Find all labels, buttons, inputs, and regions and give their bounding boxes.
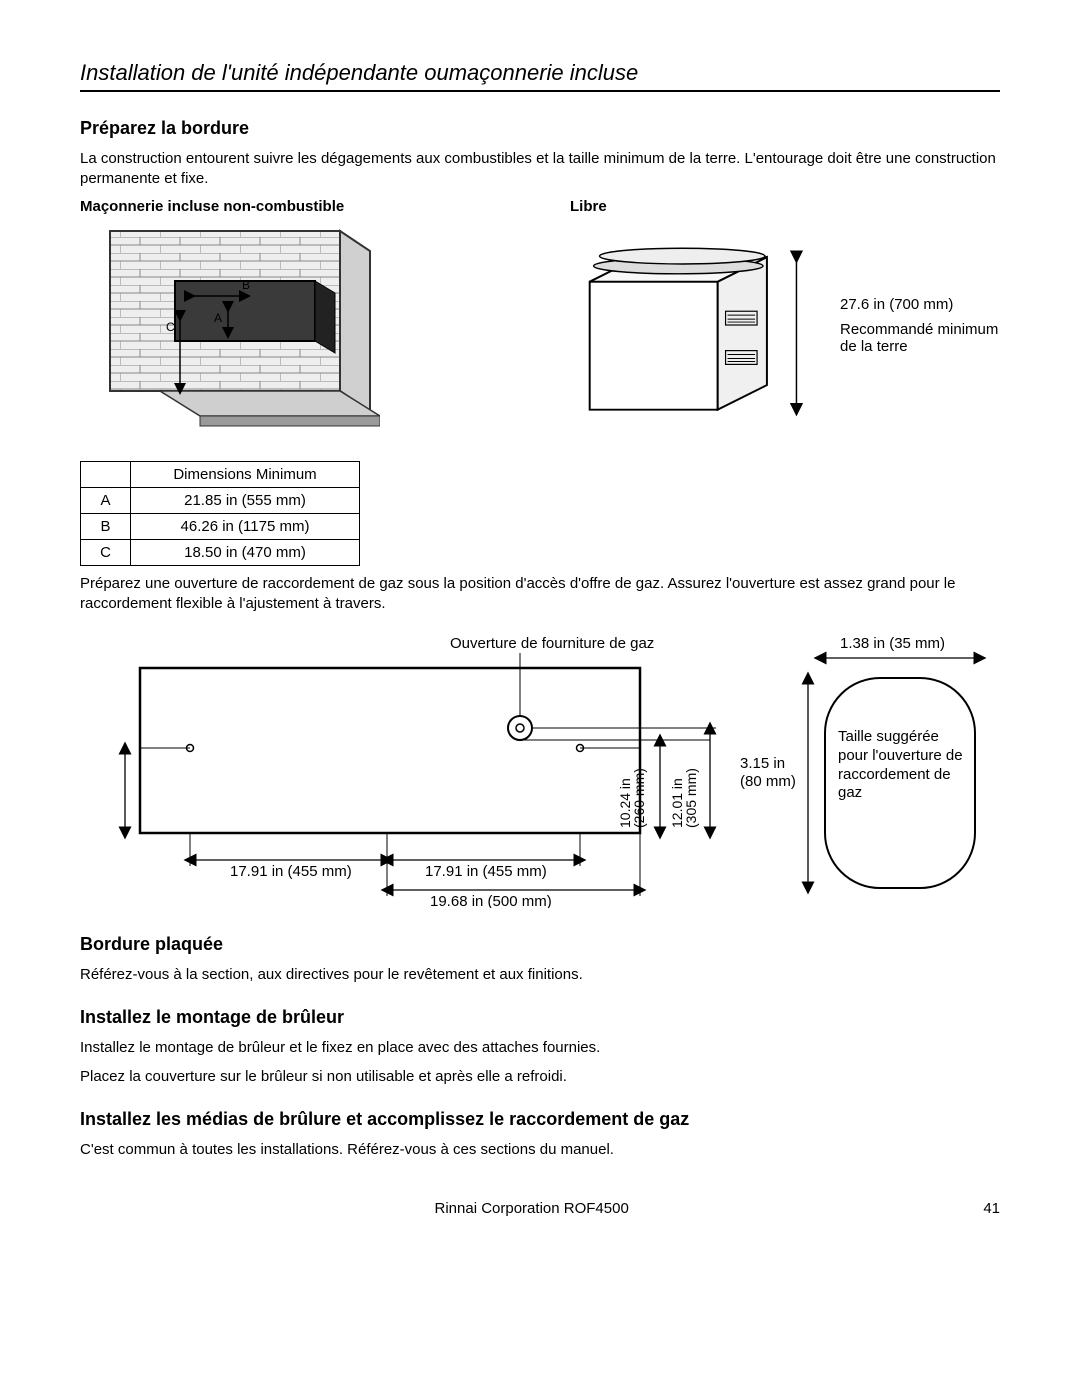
- footer-center: Rinnai Corporation ROF4500: [435, 1200, 629, 1217]
- masonry-svg: B A C: [80, 221, 380, 451]
- svg-text:12.01 in(305 mm): 12.01 in(305 mm): [669, 768, 699, 828]
- para-burner-1: Installez le montage de brûleur et le fi…: [80, 1038, 1000, 1058]
- cell-val: 18.50 in (470 mm): [131, 539, 360, 565]
- svg-text:3.15 in(80 mm): 3.15 in(80 mm): [740, 755, 796, 790]
- free-svg: [570, 221, 826, 431]
- gas-label: Ouverture de fourniture de gaz: [450, 635, 654, 652]
- para-prepare-1: La construction entourent suivre les dég…: [80, 149, 1000, 190]
- para-media: C'est commun à toutes les installations.…: [80, 1140, 1000, 1160]
- cell-key: C: [81, 539, 131, 565]
- free-note: Recommandé minimum de la terre: [840, 321, 1000, 355]
- svg-text:10.24 in(260 mm): 10.24 in(260 mm): [617, 768, 647, 828]
- cell-val: 46.26 in (1175 mm): [131, 513, 360, 539]
- cell-key: B: [81, 513, 131, 539]
- dim-17-91-r: 17.91 in (455 mm): [425, 863, 547, 880]
- label-free: Libre: [570, 198, 1000, 215]
- label-masonry: Maçonnerie incluse non-combustible: [80, 198, 510, 215]
- table-header: Dimensions Minimum: [131, 461, 360, 487]
- cell-val: 21.85 in (555 mm): [131, 487, 360, 513]
- footer-page: 41: [983, 1200, 1000, 1217]
- dim-svg: Ouverture de fourniture de gaz 8.27 in(2…: [80, 628, 1000, 908]
- free-dim: 27.6 in (700 mm): [840, 296, 1000, 313]
- heading-burner: Installez le montage de brûleur: [80, 1007, 1000, 1028]
- para-plated: Référez-vous à la section, aux directive…: [80, 965, 1000, 985]
- heading-plated: Bordure plaquée: [80, 934, 1000, 955]
- page-title: Installation de l'unité indépendante oum…: [80, 60, 1000, 92]
- heading-prepare: Préparez la bordure: [80, 118, 1000, 139]
- dimensions-table: Dimensions Minimum A21.85 in (555 mm) B4…: [80, 461, 360, 566]
- cell-key: A: [81, 487, 131, 513]
- svg-text:C: C: [166, 320, 175, 334]
- dim-17-91-l: 17.91 in (455 mm): [230, 863, 352, 880]
- svg-text:A: A: [214, 311, 222, 325]
- para-prepare-2: Préparez une ouverture de raccordement d…: [80, 574, 1000, 615]
- dim-1-38: 1.38 in (35 mm): [840, 635, 945, 652]
- para-burner-2: Placez la couverture sur le brûleur si n…: [80, 1067, 1000, 1087]
- figure-masonry: Maçonnerie incluse non-combustible: [80, 198, 510, 566]
- heading-media: Installez les médias de brûlure et accom…: [80, 1109, 1000, 1130]
- figure-freestanding: Libre: [570, 198, 1000, 431]
- svg-text:B: B: [242, 278, 250, 292]
- dim-19-68: 19.68 in (500 mm): [430, 893, 552, 908]
- oval-note: Taille suggérée pour l'ouverture de racc…: [838, 728, 963, 803]
- dimension-diagram: Ouverture de fourniture de gaz 8.27 in(2…: [80, 628, 1000, 912]
